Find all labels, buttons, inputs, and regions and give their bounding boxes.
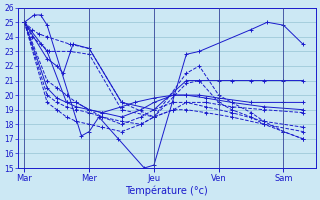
X-axis label: Température (°c): Température (°c) — [125, 185, 208, 196]
